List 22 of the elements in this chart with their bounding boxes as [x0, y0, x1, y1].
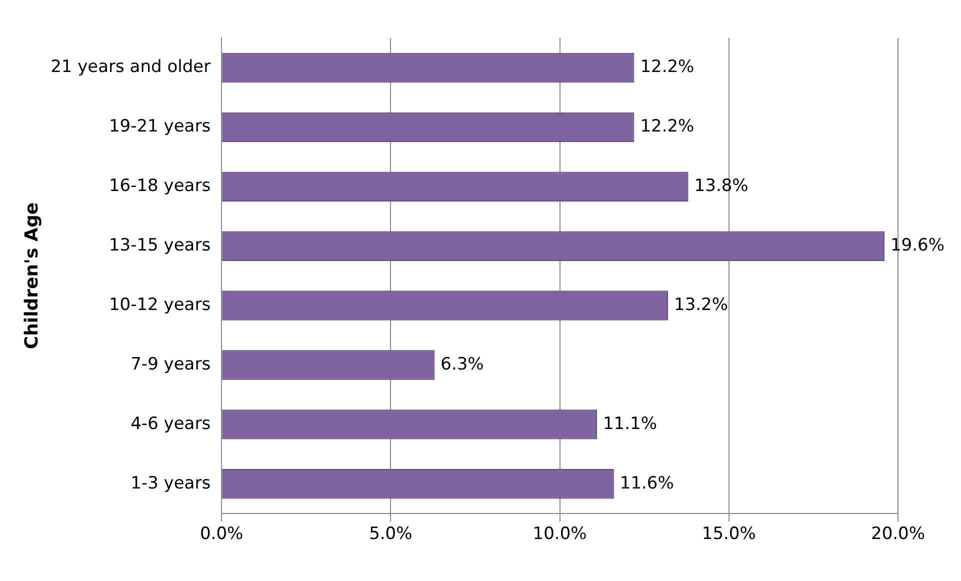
y-tick-label: 21 years and older: [50, 57, 211, 78]
x-tick-label: 0.0%: [200, 524, 244, 544]
y-tick-label: 19-21 years: [108, 116, 211, 137]
y-tick-label: 4-6 years: [130, 414, 211, 434]
y-tick-label: 13-15 years: [108, 235, 211, 256]
data-label: 19.6%: [890, 235, 944, 256]
x-tick-label: 20.0%: [870, 524, 926, 544]
y-axis-title: Children's Age: [21, 202, 42, 350]
data-label: 6.3%: [440, 354, 484, 374]
data-label: 12.2%: [640, 57, 694, 78]
data-label: 11.1%: [602, 414, 658, 434]
y-tick-label: 16-18 years: [108, 176, 211, 196]
x-tick-label: 15.0%: [702, 524, 756, 544]
data-label: 11.6%: [620, 473, 674, 494]
x-tick-label: 5.0%: [369, 524, 412, 544]
data-label: 12.2%: [640, 116, 694, 137]
data-label: 13.8%: [694, 176, 748, 196]
y-tick-label: 1-3 years: [130, 473, 211, 494]
x-tick-label: 10.0%: [532, 524, 587, 544]
y-tick-label: 10-12 years: [108, 294, 211, 315]
y-tick-label: 7-9 years: [130, 354, 211, 374]
data-label: 13.2%: [674, 294, 728, 315]
